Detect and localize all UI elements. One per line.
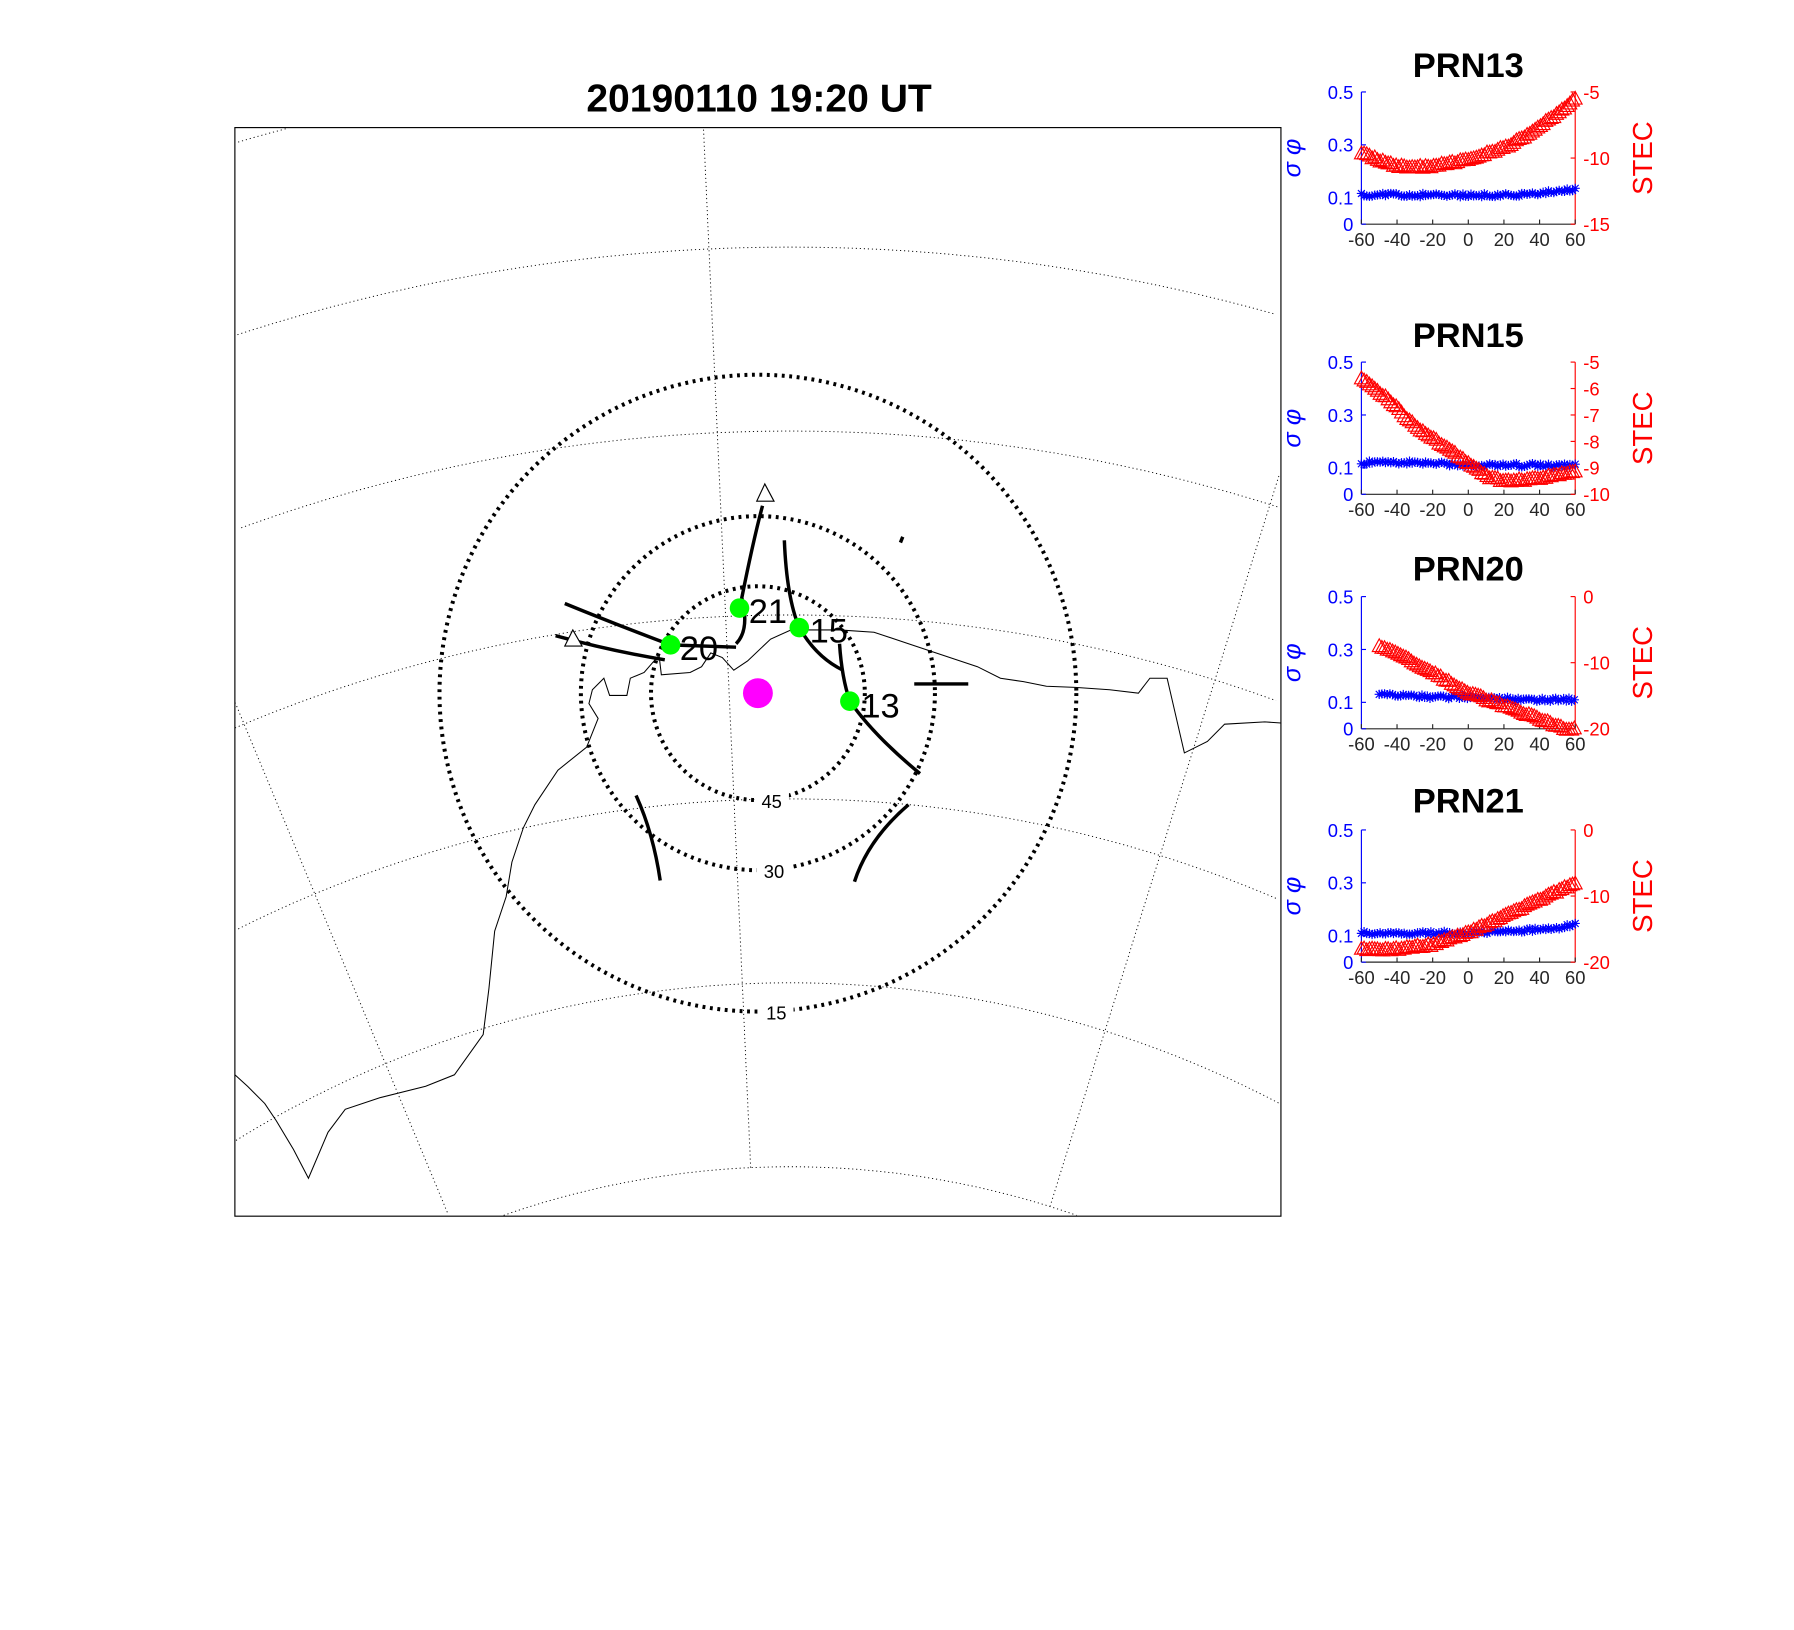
left-axis-label: σ φ (1278, 643, 1306, 682)
sigma-point (1571, 184, 1580, 193)
right-tick-label: -10 (1583, 886, 1610, 907)
right-tick-label: -8 (1583, 431, 1599, 452)
x-tick-label: -20 (1419, 734, 1446, 755)
chart-title: PRN15 (1413, 317, 1524, 355)
satellite-label-15: 15 (810, 613, 848, 651)
right-tick-label: 0 (1583, 820, 1593, 841)
figure: 20190110 19:20 UT 45 30 15 (0, 0, 1794, 1630)
elevation-label-30: 30 (764, 861, 784, 882)
right-tick-label: -7 (1583, 405, 1599, 426)
satellite-prn15 (790, 618, 810, 638)
right-tick-label: -5 (1583, 352, 1599, 373)
x-tick-label: 20 (1494, 967, 1514, 988)
chart-prn15: PRN15-60 -40 -20 0 20 40 6000.10.30.5-10-9-8-7… (1278, 317, 1658, 520)
right-tick-label: -20 (1583, 952, 1610, 973)
left-tick-label: 0 (1343, 719, 1353, 740)
satellite-prn21 (730, 598, 750, 618)
left-tick-label: 0.1 (1328, 926, 1354, 947)
x-tick-label: -20 (1419, 499, 1446, 520)
left-tick-label: 0.5 (1328, 820, 1354, 841)
right-tick-label: -20 (1583, 719, 1610, 740)
right-tick-label: -10 (1583, 484, 1610, 505)
x-tick-label: 0 (1463, 229, 1473, 250)
right-tick-label: -10 (1583, 653, 1610, 674)
x-tick-label: -20 (1419, 967, 1446, 988)
right-axis-label: STEC (1627, 859, 1658, 933)
x-tick-label: 40 (1529, 229, 1549, 250)
chart-title: PRN21 (1413, 783, 1524, 821)
figure-canvas: 20190110 19:20 UT 45 30 15 (0, 0, 1794, 1630)
x-tick-label: 40 (1529, 734, 1549, 755)
x-tick-label: 40 (1529, 967, 1549, 988)
left-tick-label: 0.3 (1328, 135, 1354, 156)
sigma-point (1570, 695, 1579, 704)
x-tick-label: 20 (1494, 734, 1514, 755)
x-tick-label: -40 (1384, 967, 1411, 988)
left-tick-label: 0 (1343, 484, 1353, 505)
map-frame (235, 128, 1281, 1217)
left-tick-label: 0 (1343, 952, 1353, 973)
chart-title: PRN20 (1413, 551, 1524, 589)
right-tick-label: -15 (1583, 214, 1610, 235)
chart-title: PRN13 (1413, 47, 1524, 85)
left-axis-label: σ φ (1278, 877, 1306, 916)
right-tick-label: 0 (1583, 586, 1593, 607)
x-tick-label: 20 (1494, 499, 1514, 520)
left-tick-label: 0.1 (1328, 188, 1354, 209)
right-tick-label: -10 (1583, 148, 1610, 169)
track-dot (900, 537, 902, 543)
satellite-label-13: 13 (861, 687, 899, 725)
chart-prn13: PRN13-60 -40 -20 0 20 40 6000.10.30.5-15-10-5σ… (1278, 47, 1658, 250)
x-tick-label: -40 (1384, 499, 1411, 520)
left-tick-label: 0.1 (1328, 458, 1354, 479)
elevation-label-15: 15 (766, 1003, 786, 1024)
prn-charts: PRN13-60 -40 -20 0 20 40 6000.10.30.5-15-10-5σ… (1278, 47, 1658, 988)
right-tick-label: -5 (1583, 82, 1599, 103)
x-tick-label: 0 (1463, 499, 1473, 520)
right-axis-label: STEC (1627, 391, 1658, 465)
left-axis-label: σ φ (1278, 139, 1306, 178)
satellite-prn20 (661, 635, 681, 655)
left-tick-label: 0.3 (1328, 873, 1354, 894)
left-tick-label: 0 (1343, 214, 1353, 235)
satellite-label-20: 20 (680, 630, 718, 668)
x-tick-label: 20 (1494, 229, 1514, 250)
right-axis-label: STEC (1627, 626, 1658, 700)
left-tick-label: 0.3 (1328, 405, 1354, 426)
x-tick-label: -40 (1384, 734, 1411, 755)
x-tick-label: 0 (1463, 967, 1473, 988)
left-tick-label: 0.1 (1328, 692, 1354, 713)
elevation-label-45: 45 (761, 791, 781, 812)
x-tick-label: -20 (1419, 229, 1446, 250)
left-tick-label: 0.5 (1328, 82, 1354, 103)
left-tick-label: 0.5 (1328, 586, 1354, 607)
left-axis-label: σ φ (1278, 409, 1306, 448)
left-tick-label: 0.5 (1328, 352, 1354, 373)
right-tick-label: -9 (1583, 458, 1599, 479)
right-axis-label: STEC (1627, 121, 1658, 195)
map-title: 20190110 19:20 UT (586, 78, 932, 121)
chart-prn20: PRN20-60 -40 -20 0 20 40 6000.10.30.5-20-100σ … (1278, 551, 1658, 755)
sigma-point (1571, 919, 1580, 928)
left-tick-label: 0.3 (1328, 639, 1354, 660)
satellite-label-21: 21 (749, 593, 787, 631)
x-tick-label: -40 (1384, 229, 1411, 250)
polar-map: 45 30 15 21 15 20 13 (235, 128, 1281, 1217)
x-tick-label: 40 (1529, 499, 1549, 520)
satellite-prn13 (840, 691, 860, 711)
station-marker (743, 678, 773, 708)
chart-prn21: PRN21-60 -40 -20 0 20 40 6000.10.30.5-20-100σ … (1278, 783, 1658, 988)
right-tick-label: -6 (1583, 378, 1599, 399)
x-tick-label: 0 (1463, 734, 1473, 755)
